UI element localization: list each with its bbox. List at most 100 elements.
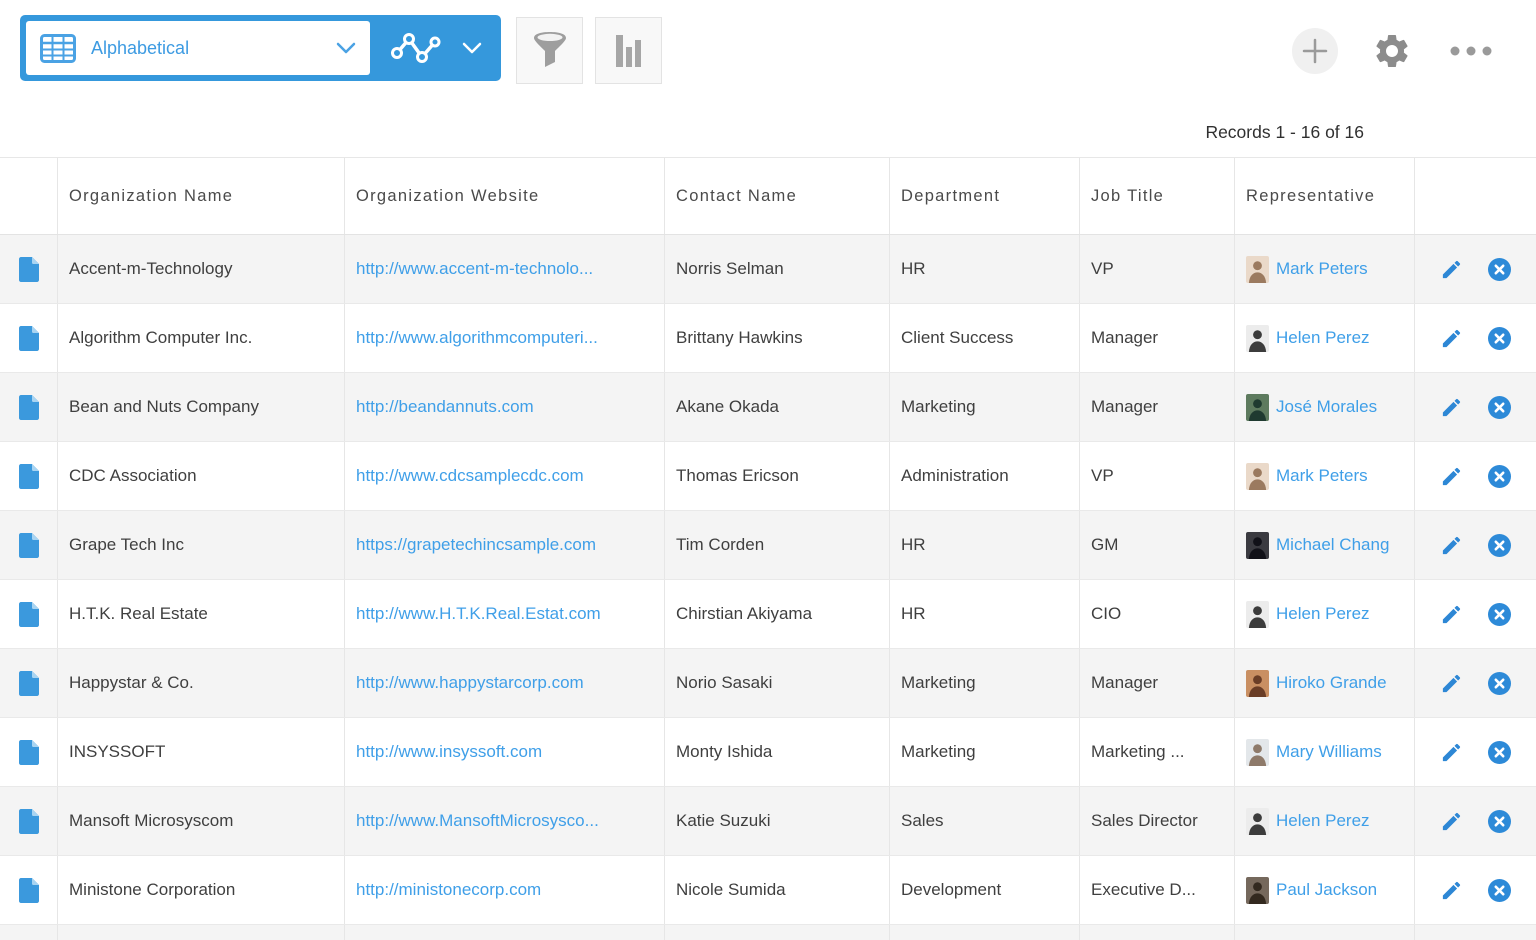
representative-cell: Hiroko Grande bbox=[1235, 649, 1415, 717]
document-icon[interactable] bbox=[18, 325, 39, 351]
delete-icon[interactable] bbox=[1487, 602, 1512, 627]
avatar bbox=[1246, 669, 1269, 697]
delete-icon[interactable] bbox=[1487, 533, 1512, 558]
organization-website-link[interactable]: http://www.cdcsamplecdc.com bbox=[356, 466, 584, 485]
avatar bbox=[1246, 807, 1269, 835]
row-actions-cell bbox=[1415, 304, 1536, 372]
edit-icon[interactable] bbox=[1440, 672, 1463, 695]
delete-icon[interactable] bbox=[1487, 257, 1512, 282]
organization-website-link[interactable]: http://www.accent-m-technolo... bbox=[356, 259, 594, 278]
edit-icon[interactable] bbox=[1440, 258, 1463, 281]
record-icon-cell bbox=[0, 304, 58, 372]
edit-icon[interactable] bbox=[1440, 327, 1463, 350]
organization-website-link[interactable]: http://www.algorithmcomputeri... bbox=[356, 328, 598, 347]
document-icon[interactable] bbox=[18, 256, 39, 282]
edit-icon[interactable] bbox=[1440, 534, 1463, 557]
record-icon-cell bbox=[0, 856, 58, 924]
job-title-cell: Manager bbox=[1080, 649, 1235, 717]
more-options-button[interactable] bbox=[1446, 38, 1496, 64]
organization-name-cell: Ministone Corporation bbox=[58, 856, 345, 924]
contact-name-cell: Akane Okada bbox=[665, 373, 890, 441]
document-icon[interactable] bbox=[18, 739, 39, 765]
job-title-cell: CIO bbox=[1080, 580, 1235, 648]
table-row: Grape Tech Inc https://grapetechincsampl… bbox=[0, 511, 1536, 580]
record-icon-cell bbox=[0, 511, 58, 579]
edit-icon[interactable] bbox=[1440, 603, 1463, 626]
header-cell-organization-name[interactable]: Organization Name bbox=[58, 158, 345, 234]
edit-icon[interactable] bbox=[1440, 810, 1463, 833]
chart-view-toggle[interactable] bbox=[370, 15, 501, 81]
organization-website-link[interactable]: http://www.MansoftMicrosysco... bbox=[356, 811, 599, 830]
department-cell: Marketing bbox=[890, 718, 1080, 786]
document-icon[interactable] bbox=[18, 670, 39, 696]
delete-icon[interactable] bbox=[1487, 740, 1512, 765]
header-cell-representative[interactable]: Representative bbox=[1235, 158, 1415, 234]
delete-icon[interactable] bbox=[1487, 671, 1512, 696]
department-cell: Administration bbox=[890, 442, 1080, 510]
department-cell: HR bbox=[890, 580, 1080, 648]
header-cell-contact-name[interactable]: Contact Name bbox=[665, 158, 890, 234]
organization-name-cell: Algorithm Computer Inc. bbox=[58, 304, 345, 372]
representative-link[interactable]: Paul Jackson bbox=[1246, 876, 1377, 904]
document-icon[interactable] bbox=[18, 877, 39, 903]
document-icon[interactable] bbox=[18, 808, 39, 834]
avatar bbox=[1246, 393, 1269, 421]
representative-cell: Mary Williams bbox=[1235, 718, 1415, 786]
organization-website-link[interactable]: http://www.H.T.K.Real.Estat.com bbox=[356, 604, 601, 623]
organization-website-link[interactable]: http://www.insyssoft.com bbox=[356, 742, 543, 761]
delete-icon[interactable] bbox=[1487, 464, 1512, 489]
organization-website-cell: http://www.cdcsamplecdc.com bbox=[345, 442, 665, 510]
delete-icon[interactable] bbox=[1487, 809, 1512, 834]
record-icon-cell bbox=[0, 718, 58, 786]
representative-cell: Michael Chang bbox=[1235, 511, 1415, 579]
representative-link[interactable]: Michael Chang bbox=[1246, 531, 1389, 559]
representative-link[interactable]: José Morales bbox=[1246, 393, 1377, 421]
avatar bbox=[1246, 255, 1269, 283]
edit-icon[interactable] bbox=[1440, 879, 1463, 902]
bar-chart-button[interactable] bbox=[595, 17, 662, 84]
representative-link[interactable]: Hiroko Grande bbox=[1246, 669, 1387, 697]
contact-name-cell: Monty Ishida bbox=[665, 718, 890, 786]
organization-website-link[interactable]: http://ministonecorp.com bbox=[356, 880, 542, 899]
document-icon[interactable] bbox=[18, 394, 39, 420]
representative-link[interactable]: Helen Perez bbox=[1246, 324, 1370, 352]
organization-website-link[interactable]: http://www.happystarcorp.com bbox=[356, 673, 584, 692]
delete-icon[interactable] bbox=[1487, 878, 1512, 903]
edit-icon[interactable] bbox=[1440, 465, 1463, 488]
department-cell: Sales bbox=[890, 787, 1080, 855]
delete-icon[interactable] bbox=[1487, 326, 1512, 351]
organization-website-link[interactable]: http://beandannuts.com bbox=[356, 397, 534, 416]
document-icon[interactable] bbox=[18, 601, 39, 627]
table-row: Accent-m-Technology http://www.accent-m-… bbox=[0, 235, 1536, 304]
document-icon[interactable] bbox=[18, 532, 39, 558]
representative-link[interactable]: Mark Peters bbox=[1246, 255, 1368, 283]
document-icon[interactable] bbox=[18, 463, 39, 489]
department-cell: Marketing bbox=[890, 649, 1080, 717]
table-row: INSYSSOFT http://www.insyssoft.com Monty… bbox=[0, 718, 1536, 787]
header-cell-organization-website[interactable]: Organization Website bbox=[345, 158, 665, 234]
table-row: Mansoft Microsyscom http://www.MansoftMi… bbox=[0, 787, 1536, 856]
table-row: Ministone Corporation http://ministoneco… bbox=[0, 856, 1536, 925]
header-cell-job-title[interactable]: Job Title bbox=[1080, 158, 1235, 234]
representative-link[interactable]: Mary Williams bbox=[1246, 738, 1382, 766]
organization-website-cell: http://www.accent-m-technolo... bbox=[345, 235, 665, 303]
filter-button[interactable] bbox=[516, 17, 583, 84]
representative-link[interactable]: Mark Peters bbox=[1246, 462, 1368, 490]
contact-name-cell: Tim Corden bbox=[665, 511, 890, 579]
header-cell-department[interactable]: Department bbox=[890, 158, 1080, 234]
job-title-cell: Manager bbox=[1080, 373, 1235, 441]
organization-website-link[interactable]: https://grapetechincsample.com bbox=[356, 535, 597, 554]
view-select-dropdown[interactable]: Alphabetical bbox=[26, 21, 370, 75]
settings-button[interactable] bbox=[1372, 31, 1412, 71]
representative-link[interactable]: Helen Perez bbox=[1246, 600, 1370, 628]
edit-icon[interactable] bbox=[1440, 396, 1463, 419]
edit-icon[interactable] bbox=[1440, 741, 1463, 764]
table-grid-icon bbox=[40, 33, 76, 63]
representative-link[interactable]: Helen Perez bbox=[1246, 807, 1370, 835]
table-row: Algorithm Computer Inc. http://www.algor… bbox=[0, 304, 1536, 373]
add-record-button[interactable] bbox=[1292, 28, 1338, 74]
organization-name-cell: Happystar & Co. bbox=[58, 649, 345, 717]
view-select-value: Alphabetical bbox=[91, 37, 190, 58]
department-cell: HR bbox=[890, 511, 1080, 579]
delete-icon[interactable] bbox=[1487, 395, 1512, 420]
